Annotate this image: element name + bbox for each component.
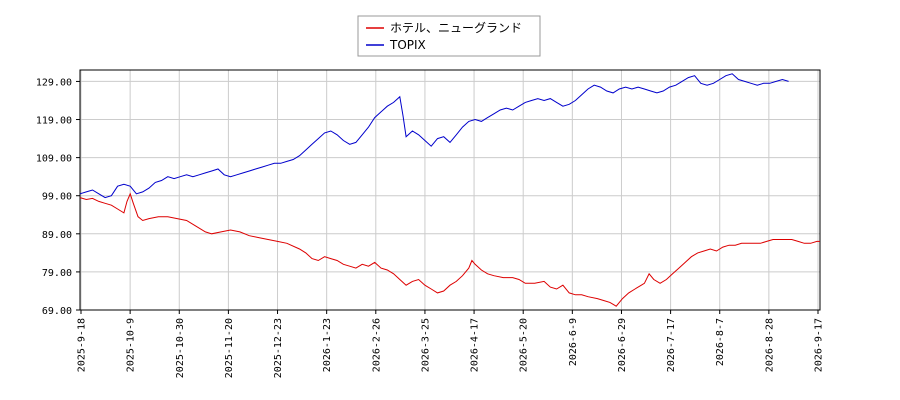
y-tick-label: 89.00 (42, 230, 72, 241)
series-layer (79, 73, 820, 307)
y-tick-label: 129.00 (36, 77, 72, 88)
x-tick-label: 2025-10-30 (175, 318, 186, 378)
series-line-1 (79, 192, 820, 307)
legend: ホテル、ニューグランド TOPIX (357, 15, 541, 57)
x-axis-ticks: 2025-9-18 2025-10-9 2025-10-30 2025-11-20 20… (77, 310, 825, 378)
x-tick-label: 2026-9-17 (814, 318, 825, 372)
y-tick-label: 99.00 (42, 192, 72, 203)
series-line-2 (79, 73, 789, 199)
y-tick-label: 79.00 (42, 268, 72, 279)
x-tick-label: 2026-6-29 (617, 318, 628, 372)
x-tick-label: 2026-8-7 (715, 318, 726, 366)
x-tick-label: 2026-5-20 (519, 318, 530, 372)
plot-area-frame (79, 69, 821, 311)
x-tick-label: 2026-4-17 (470, 318, 481, 372)
x-tick-label: 2025-9-18 (77, 318, 88, 372)
y-axis-ticks: 69.00 79.00 89.00 99.00 109.00 119.00 129.00 (36, 77, 80, 317)
x-tick-label: 2026-7-17 (666, 318, 677, 372)
x-tick-label: 2025-10-9 (126, 318, 137, 372)
x-tick-label: 2026-1-23 (322, 318, 333, 372)
legend-label-series-1: ホテル、ニューグランド (390, 21, 522, 35)
y-tick-label: 119.00 (36, 116, 72, 127)
x-tick-label: 2025-11-20 (224, 318, 235, 378)
x-tick-label: 2026-2-26 (371, 318, 382, 372)
legend-box (357, 15, 541, 57)
legend-label-series-2: TOPIX (389, 38, 426, 52)
x-tick-label: 2026-3-25 (420, 318, 431, 372)
x-tick-label: 2026-6-9 (568, 318, 579, 366)
x-tick-label: 2025-12-23 (273, 318, 284, 378)
y-tick-label: 109.00 (36, 154, 72, 165)
x-tick-label: 2026-8-28 (764, 318, 775, 372)
y-tick-label: 69.00 (42, 306, 72, 317)
grid-lines (80, 70, 820, 311)
